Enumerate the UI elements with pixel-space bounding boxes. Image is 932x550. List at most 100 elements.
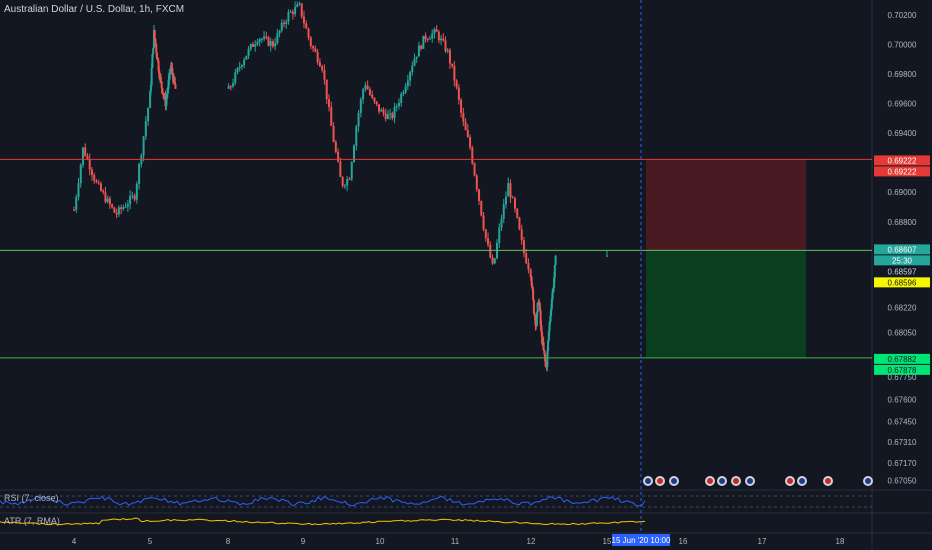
candle-body bbox=[364, 85, 367, 90]
price-tags: 0.69222 0.69222 0.68607 25:30 0.68597 0.68596… bbox=[874, 155, 930, 375]
candle-body bbox=[309, 37, 312, 47]
candle-body bbox=[359, 99, 362, 114]
candle-body bbox=[138, 164, 141, 184]
position-zones bbox=[640, 0, 806, 533]
candle-body bbox=[152, 29, 155, 49]
candle-body bbox=[475, 175, 478, 190]
candle-body bbox=[169, 72, 172, 74]
candle-body bbox=[435, 29, 438, 32]
candle-body bbox=[151, 54, 154, 69]
candle-body bbox=[550, 308, 553, 316]
candle-body bbox=[113, 207, 116, 213]
candle-body bbox=[455, 80, 458, 88]
candle-body bbox=[491, 257, 494, 264]
candle-body bbox=[150, 68, 153, 86]
y-tick-label: 0.68220 bbox=[888, 304, 917, 313]
candle-body bbox=[373, 97, 376, 102]
economic-events bbox=[643, 476, 873, 486]
candle-body bbox=[487, 238, 490, 245]
candle-body bbox=[480, 200, 483, 216]
candle-body bbox=[265, 36, 268, 38]
candle-body bbox=[283, 22, 286, 25]
candle-body bbox=[493, 258, 496, 264]
x-tick-label: 9 bbox=[301, 537, 306, 546]
take-profit-zone bbox=[646, 250, 806, 358]
target-tag-text: 0.67882 bbox=[888, 355, 917, 364]
y-tick-label: 0.69000 bbox=[888, 188, 917, 197]
candle-body bbox=[426, 39, 429, 41]
candle-body bbox=[126, 204, 129, 207]
candle-body bbox=[446, 49, 449, 52]
candle-body bbox=[415, 56, 418, 59]
x-tick-label: 10 bbox=[376, 537, 385, 546]
candle-body bbox=[294, 6, 297, 15]
candle-body bbox=[433, 29, 436, 34]
candle-body bbox=[314, 48, 317, 52]
x-tick-label: 17 bbox=[758, 537, 767, 546]
candle-body bbox=[278, 30, 281, 34]
y-tick-label: 0.70200 bbox=[888, 11, 917, 20]
event-marker-flag bbox=[825, 478, 831, 484]
candle-body bbox=[159, 76, 162, 82]
candle-body bbox=[131, 195, 134, 197]
candle-body bbox=[327, 99, 330, 107]
countdown-tag-box bbox=[874, 255, 930, 266]
candle-body bbox=[287, 12, 290, 22]
candle-body bbox=[378, 104, 381, 112]
candle-body bbox=[247, 48, 250, 56]
candle-body bbox=[77, 183, 80, 197]
candle-body bbox=[532, 288, 535, 300]
candle-body bbox=[166, 88, 169, 94]
entry-tag-text: 0.68607 bbox=[888, 245, 917, 254]
candle-body bbox=[236, 68, 239, 73]
bid-price-tag-text: 0.68596 bbox=[888, 278, 917, 287]
candle-body bbox=[440, 38, 443, 41]
candle-body bbox=[482, 215, 485, 230]
candle-body bbox=[457, 87, 460, 100]
atr-line bbox=[0, 517, 646, 526]
stop-loss-zone bbox=[646, 159, 806, 251]
candle-body bbox=[348, 179, 351, 181]
candle-body bbox=[167, 80, 170, 89]
candle-body bbox=[149, 91, 152, 108]
candle-body bbox=[420, 45, 423, 49]
candle-body bbox=[553, 277, 556, 288]
candle-body bbox=[165, 99, 168, 107]
y-tick-label: 0.67170 bbox=[888, 459, 917, 468]
y-tick-label: 0.67750 bbox=[888, 373, 917, 382]
candle-body bbox=[502, 204, 505, 219]
candle-body bbox=[302, 16, 305, 24]
candle-body bbox=[384, 113, 387, 119]
candle-body bbox=[411, 65, 414, 73]
candle-body bbox=[422, 35, 425, 49]
candle-body bbox=[395, 105, 398, 107]
candle-body bbox=[169, 66, 172, 73]
candle-body bbox=[504, 196, 507, 205]
candle-body bbox=[153, 29, 156, 39]
candle-body bbox=[166, 93, 169, 100]
event-marker-flag bbox=[719, 478, 725, 484]
candle-body bbox=[133, 195, 136, 200]
candle-body bbox=[489, 244, 492, 258]
candle-body bbox=[147, 107, 150, 122]
candle-body bbox=[507, 183, 510, 197]
candle-body bbox=[547, 331, 550, 341]
candle-body bbox=[240, 65, 243, 68]
candle-body bbox=[536, 302, 539, 313]
candle-body bbox=[318, 62, 321, 67]
candle-body bbox=[424, 35, 427, 40]
candle-body bbox=[142, 136, 145, 156]
chart-title: Australian Dollar / U.S. Dollar, 1h, FXC… bbox=[4, 4, 185, 15]
candle-body bbox=[531, 285, 534, 289]
y-tick-label: 0.68050 bbox=[888, 329, 917, 338]
event-marker-flag bbox=[657, 478, 663, 484]
candle-body bbox=[386, 114, 389, 119]
x-tick-label: 5 bbox=[148, 537, 153, 546]
candle-body bbox=[321, 66, 324, 71]
candle-body bbox=[122, 207, 125, 210]
candle-body bbox=[162, 93, 165, 95]
candle-body bbox=[529, 269, 532, 278]
candle-body bbox=[232, 83, 235, 87]
stop-loss-tag-text: 0.69222 bbox=[888, 167, 917, 176]
